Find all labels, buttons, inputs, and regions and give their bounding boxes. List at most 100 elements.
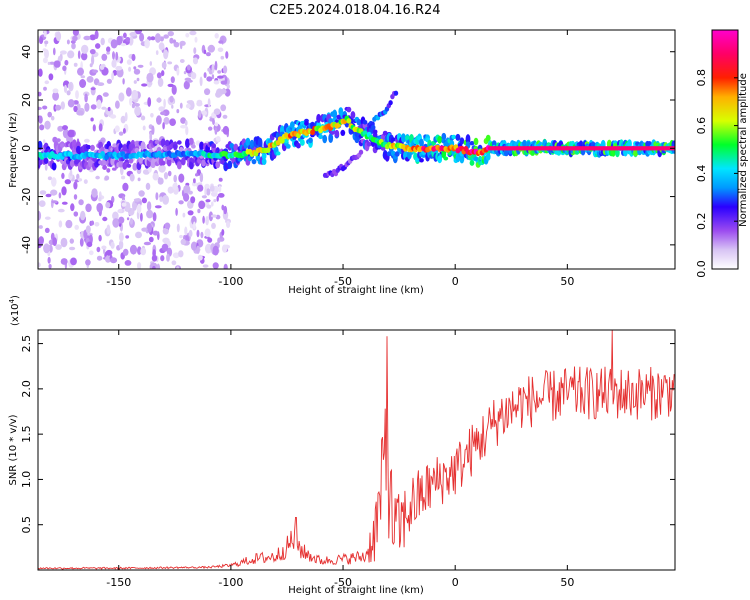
spectrogram-speckle bbox=[197, 208, 201, 214]
spectrogram-halo-cell bbox=[90, 144, 95, 151]
spectrogram-halo-cell bbox=[437, 155, 443, 164]
spectrogram-speckle bbox=[80, 210, 86, 221]
spectrogram-speckle bbox=[39, 36, 44, 44]
spectrogram-speckle bbox=[157, 177, 164, 185]
spectrogram-speckle bbox=[47, 176, 53, 181]
spectrogram-speckle bbox=[38, 200, 46, 208]
spectrogram-y-tick-label: 40 bbox=[20, 45, 33, 59]
spectrogram-speckle bbox=[50, 198, 54, 209]
spectrogram-speckle bbox=[126, 59, 132, 65]
spectrogram-speckle bbox=[147, 97, 152, 107]
spectrogram-speckle bbox=[131, 53, 136, 62]
colorbar-tick-label: 0.4 bbox=[695, 165, 708, 183]
spectrogram-speckle bbox=[73, 105, 78, 113]
spectrogram-speckle bbox=[45, 193, 52, 198]
spectrogram-panel: -150 -100 -50 0 50 -40 -20 0 20 40 Height of str… bbox=[8, 29, 676, 296]
spectrogram-speckle bbox=[95, 175, 100, 180]
spectrogram-y-tick-label: -20 bbox=[20, 188, 33, 206]
spectrogram-speckle bbox=[217, 47, 224, 53]
spectrogram-speckle bbox=[38, 236, 44, 245]
spectrogram-halo-cell bbox=[380, 146, 386, 151]
spectrogram-speckle bbox=[44, 216, 51, 220]
spectrogram-speckle bbox=[214, 60, 218, 71]
chart-title: C2E5.2024.018.04.16.R24 bbox=[269, 3, 440, 18]
spectrogram-speckle bbox=[86, 76, 94, 83]
spectrogram-halo-cell bbox=[366, 142, 372, 147]
spectrogram-speckle bbox=[178, 173, 185, 183]
spectrogram-halo-cell bbox=[227, 160, 233, 169]
spectrogram-halo-cell bbox=[441, 149, 447, 159]
spectrogram-halo-cell bbox=[356, 119, 362, 126]
spectrogram-speckle bbox=[158, 42, 165, 51]
spectrogram-speckle bbox=[122, 127, 126, 134]
spectrogram-speckle bbox=[178, 250, 184, 258]
spectrogram-speckle bbox=[204, 88, 211, 96]
spectrogram-speckle bbox=[196, 229, 200, 238]
spectrogram-speckle bbox=[148, 81, 153, 86]
spectrogram-speckle bbox=[133, 80, 137, 84]
spectrogram-speckle bbox=[137, 262, 142, 269]
spectrogram-halo-cell bbox=[215, 161, 221, 169]
spectrogram-speckle bbox=[142, 125, 146, 131]
spectrogram-speckle bbox=[163, 49, 169, 60]
spectrogram-halo-cell bbox=[473, 137, 479, 146]
spectrogram-halo-cell bbox=[455, 133, 461, 141]
spectrogram-speckle bbox=[144, 39, 150, 49]
spectrogram-speckle bbox=[205, 199, 211, 203]
spectrogram-speckle bbox=[148, 236, 154, 243]
spectrogram-speckle bbox=[112, 167, 117, 171]
spectrogram-speckle bbox=[218, 177, 223, 182]
spectrogram-speckle bbox=[146, 72, 154, 83]
spectrogram-speckle bbox=[211, 63, 215, 74]
spectrogram-speckle bbox=[38, 68, 43, 77]
spectrogram-speckle bbox=[74, 224, 79, 230]
spectrogram-speckle bbox=[122, 182, 129, 192]
spectrogram-speckle bbox=[223, 263, 228, 269]
spectrogram-speckle bbox=[216, 195, 219, 202]
colorbar: 0.0 0.2 0.4 0.6 0.8 Normalized spectral ampl… bbox=[695, 29, 749, 278]
spectrogram-speckle bbox=[195, 140, 201, 146]
spectrogram-speckle bbox=[167, 83, 174, 88]
spectrogram-speckle bbox=[180, 238, 186, 245]
spectrogram-speckle bbox=[94, 222, 100, 227]
spectrogram-halo-cell bbox=[191, 144, 196, 149]
spectrogram-speckle bbox=[100, 37, 105, 46]
spectrogram-speckle bbox=[44, 120, 51, 130]
spectrogram-speckle bbox=[122, 78, 125, 85]
spectrogram-speckle bbox=[101, 106, 107, 110]
spectrogram-speckle bbox=[89, 63, 93, 68]
spectrogram-speckle bbox=[110, 241, 115, 249]
spectrogram-speckle bbox=[171, 104, 174, 109]
spectrogram-speckle bbox=[91, 55, 95, 66]
spectrogram-speckle bbox=[89, 34, 97, 41]
spectrogram-ridge-cell bbox=[346, 118, 352, 124]
spectrogram-speckle bbox=[112, 211, 119, 221]
spectrogram-speckle bbox=[50, 189, 58, 196]
spectrogram-speckle bbox=[198, 200, 206, 210]
spectrogram-x-label: Height of straight line (km) bbox=[288, 285, 424, 296]
spectrogram-halo-cell bbox=[394, 151, 400, 157]
spectrogram-halo-cell bbox=[316, 113, 321, 123]
spectrogram-speckle bbox=[205, 216, 209, 226]
spectrogram-ridge-cell bbox=[279, 138, 285, 144]
spectrogram-speckle bbox=[191, 181, 197, 187]
spectrogram-speckle bbox=[135, 231, 142, 239]
spectrogram-speckle bbox=[118, 131, 124, 136]
spectrogram-speckle bbox=[207, 44, 215, 53]
spectrogram-halo-cell bbox=[164, 139, 170, 147]
spectrogram-speckle bbox=[141, 227, 148, 232]
spectrogram-speckle bbox=[120, 43, 127, 47]
spectrogram-speckle bbox=[159, 196, 163, 203]
spectrogram-speckle bbox=[70, 257, 77, 266]
spectrogram-speckle bbox=[77, 67, 84, 76]
spectrogram-speckle bbox=[150, 113, 154, 118]
spectrogram-speckle bbox=[158, 106, 165, 112]
colorbar-tick-label: 0.2 bbox=[695, 212, 708, 230]
spectrogram-speckle bbox=[221, 244, 228, 253]
spectrogram-speckle bbox=[214, 33, 219, 39]
spectrogram-speckle bbox=[214, 127, 218, 135]
colorbar-tick-label: 0.0 bbox=[695, 260, 708, 278]
spectrogram-speckle bbox=[86, 241, 93, 248]
spectrogram-speckle bbox=[112, 51, 115, 60]
spectrogram-speckle bbox=[48, 73, 54, 81]
